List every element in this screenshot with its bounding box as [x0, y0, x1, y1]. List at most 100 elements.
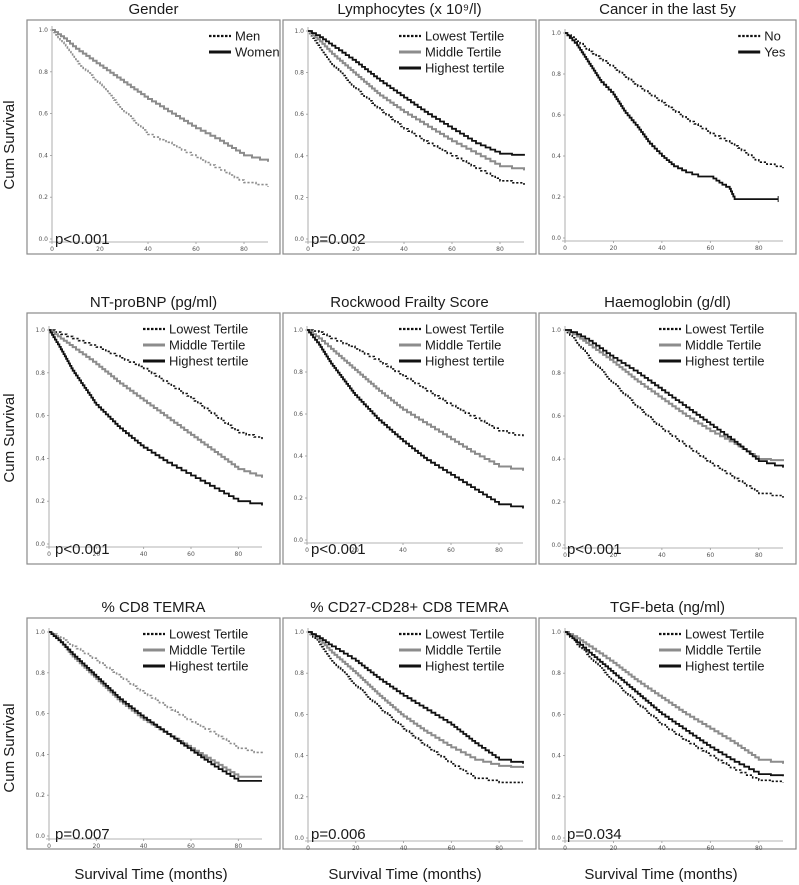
x-tick-label: 40	[400, 845, 408, 852]
x-tick-label: 20	[96, 246, 104, 253]
x-tick-label: 20	[610, 552, 618, 559]
y-tick-label: 0.2	[551, 499, 561, 506]
y-tick-label: 0.8	[35, 370, 45, 377]
p-value: p<0.001	[55, 541, 110, 558]
legend-label: No	[764, 29, 781, 44]
y-tick-label: 0.0	[294, 835, 304, 842]
p-value: p<0.001	[567, 541, 622, 558]
series-line-highest-tertile	[307, 329, 524, 509]
panel-title: Rockwood Frailty Score	[330, 294, 488, 311]
panel-9: TGF-beta (ng/ml) 0.0 0.2 0.4 0.6 0.8 1.0 0 20 40 6…	[538, 599, 797, 852]
series-line-lowest-tertile	[565, 631, 784, 783]
y-tick-label: 0.8	[294, 70, 304, 77]
panel-title: Haemoglobin (g/dl)	[604, 294, 731, 311]
series-line-no	[565, 32, 784, 169]
y-tick-label: 0.4	[35, 751, 45, 758]
x-tick-label: 80	[755, 845, 763, 852]
legend-label: Middle Tertile	[169, 643, 245, 658]
panel-1: Gender 0.0 0.2 0.4 0.6 0.8 1.0 0 20 40 60 80 MenWome…	[26, 1, 281, 255]
x-tick-label: 40	[140, 843, 148, 850]
panel-7: % CD8 TEMRA 0.0 0.2 0.4 0.6 0.8 1.0 0 20 40 60 80 Lo…	[26, 599, 281, 850]
y-tick-label: 0.6	[551, 711, 561, 718]
y-tick-label: 0.2	[551, 194, 561, 201]
x-tick-label: 80	[755, 245, 763, 252]
legend-label: Middle Tertile	[425, 338, 501, 353]
y-tick-label: 1.0	[38, 27, 48, 34]
x-tick-label: 60	[707, 845, 715, 852]
x-tick-label: 20	[352, 246, 360, 253]
series-line-middle-tertile	[308, 631, 524, 768]
y-tick-label: 0.4	[551, 456, 561, 463]
x-tick-label: 0	[50, 246, 54, 253]
p-value: p=0.007	[55, 826, 110, 843]
series-line-yes	[565, 32, 779, 200]
legend-label: Lowest Tertile	[169, 627, 248, 642]
x-tick-label: 20	[351, 547, 359, 554]
x-tick-label: 80	[240, 246, 248, 253]
x-tick-label: 80	[755, 552, 763, 559]
legend-label: Lowest Tertile	[685, 322, 764, 337]
x-tick-label: 40	[658, 552, 666, 559]
y-tick-label: 0.0	[293, 537, 303, 544]
y-tick-label: 0.8	[551, 670, 561, 677]
x-tick-label: 40	[144, 246, 152, 253]
y-tick-label: 0.4	[38, 152, 48, 159]
y-tick-label: 0.6	[551, 112, 561, 119]
legend-label: Highest tertile	[425, 354, 504, 369]
x-tick-label: 20	[352, 845, 360, 852]
y-tick-label: 0.0	[551, 542, 561, 549]
series-line-lowest-tertile	[49, 631, 263, 755]
y-tick-label: 0.2	[551, 794, 561, 801]
x-axis-label-col-2: Survival Time (months)	[328, 866, 481, 883]
panel-3: Cancer in the last 5y 0.0 0.2 0.4 0.6 0.8 1.0 0…	[538, 1, 797, 255]
legend-label: Middle Tertile	[685, 643, 761, 658]
y-tick-label: 0.8	[551, 71, 561, 78]
legend-label: Highest tertile	[685, 354, 764, 369]
panel-frame	[538, 312, 797, 565]
y-tick-label: 0.6	[551, 413, 561, 420]
legend-label: Lowest Tertile	[169, 322, 248, 337]
series-line-middle-tertile	[308, 30, 525, 171]
series-line-middle-tertile	[565, 631, 784, 764]
x-tick-label: 40	[399, 547, 407, 554]
y-tick-label: 0.2	[38, 194, 48, 201]
y-tick-label: 0.6	[35, 711, 45, 718]
legend-label: Middle Tertile	[169, 338, 245, 353]
x-tick-label: 0	[563, 845, 567, 852]
x-tick-label: 0	[306, 246, 310, 253]
series-line-highest-tertile	[565, 329, 784, 468]
series-line-highest-tertile	[49, 329, 263, 506]
y-tick-label: 0.4	[294, 753, 304, 760]
x-tick-label: 40	[400, 246, 408, 253]
x-tick-label: 80	[235, 551, 243, 558]
x-tick-label: 60	[187, 843, 195, 850]
x-tick-label: 40	[140, 551, 148, 558]
x-axis-label-col-3: Survival Time (months)	[584, 866, 737, 883]
panel-frame	[26, 19, 281, 255]
series-line-middle-tertile	[307, 329, 524, 471]
panel-frame	[26, 617, 281, 850]
legend-label: Lowest Tertile	[425, 29, 504, 44]
x-tick-label: 0	[47, 551, 51, 558]
y-tick-label: 0.6	[294, 711, 304, 718]
x-tick-label: 0	[305, 547, 309, 554]
panel-frame	[282, 312, 537, 565]
panel-title: % CD27-CD28+ CD8 TEMRA	[310, 599, 509, 616]
y-tick-label: 1.0	[551, 327, 561, 334]
y-axis-label-row-3: Cum Survival	[1, 703, 18, 792]
legend-label: Lowest Tertile	[425, 627, 504, 642]
series-line-highest-tertile	[565, 631, 784, 777]
panel-title: Lymphocytes (x 10⁹/l)	[337, 1, 481, 18]
y-axis-label-row-2: Cum Survival	[1, 393, 18, 482]
y-tick-label: 0.4	[551, 153, 561, 160]
x-tick-label: 60	[448, 246, 456, 253]
y-tick-label: 0.6	[293, 411, 303, 418]
panel-5: Rockwood Frailty Score 0.0 0.2 0.4 0.6 0.8 1.0…	[282, 294, 537, 565]
panel-frame	[282, 617, 537, 850]
panel-4: NT-proBNP (pg/ml) 0.0 0.2 0.4 0.6 0.8 1.0 0 20 40…	[26, 294, 281, 565]
legend-label: Highest tertile	[425, 659, 504, 674]
y-tick-label: 0.0	[35, 833, 45, 840]
p-value: p=0.002	[311, 231, 366, 248]
series-line-middle-tertile	[49, 329, 263, 478]
